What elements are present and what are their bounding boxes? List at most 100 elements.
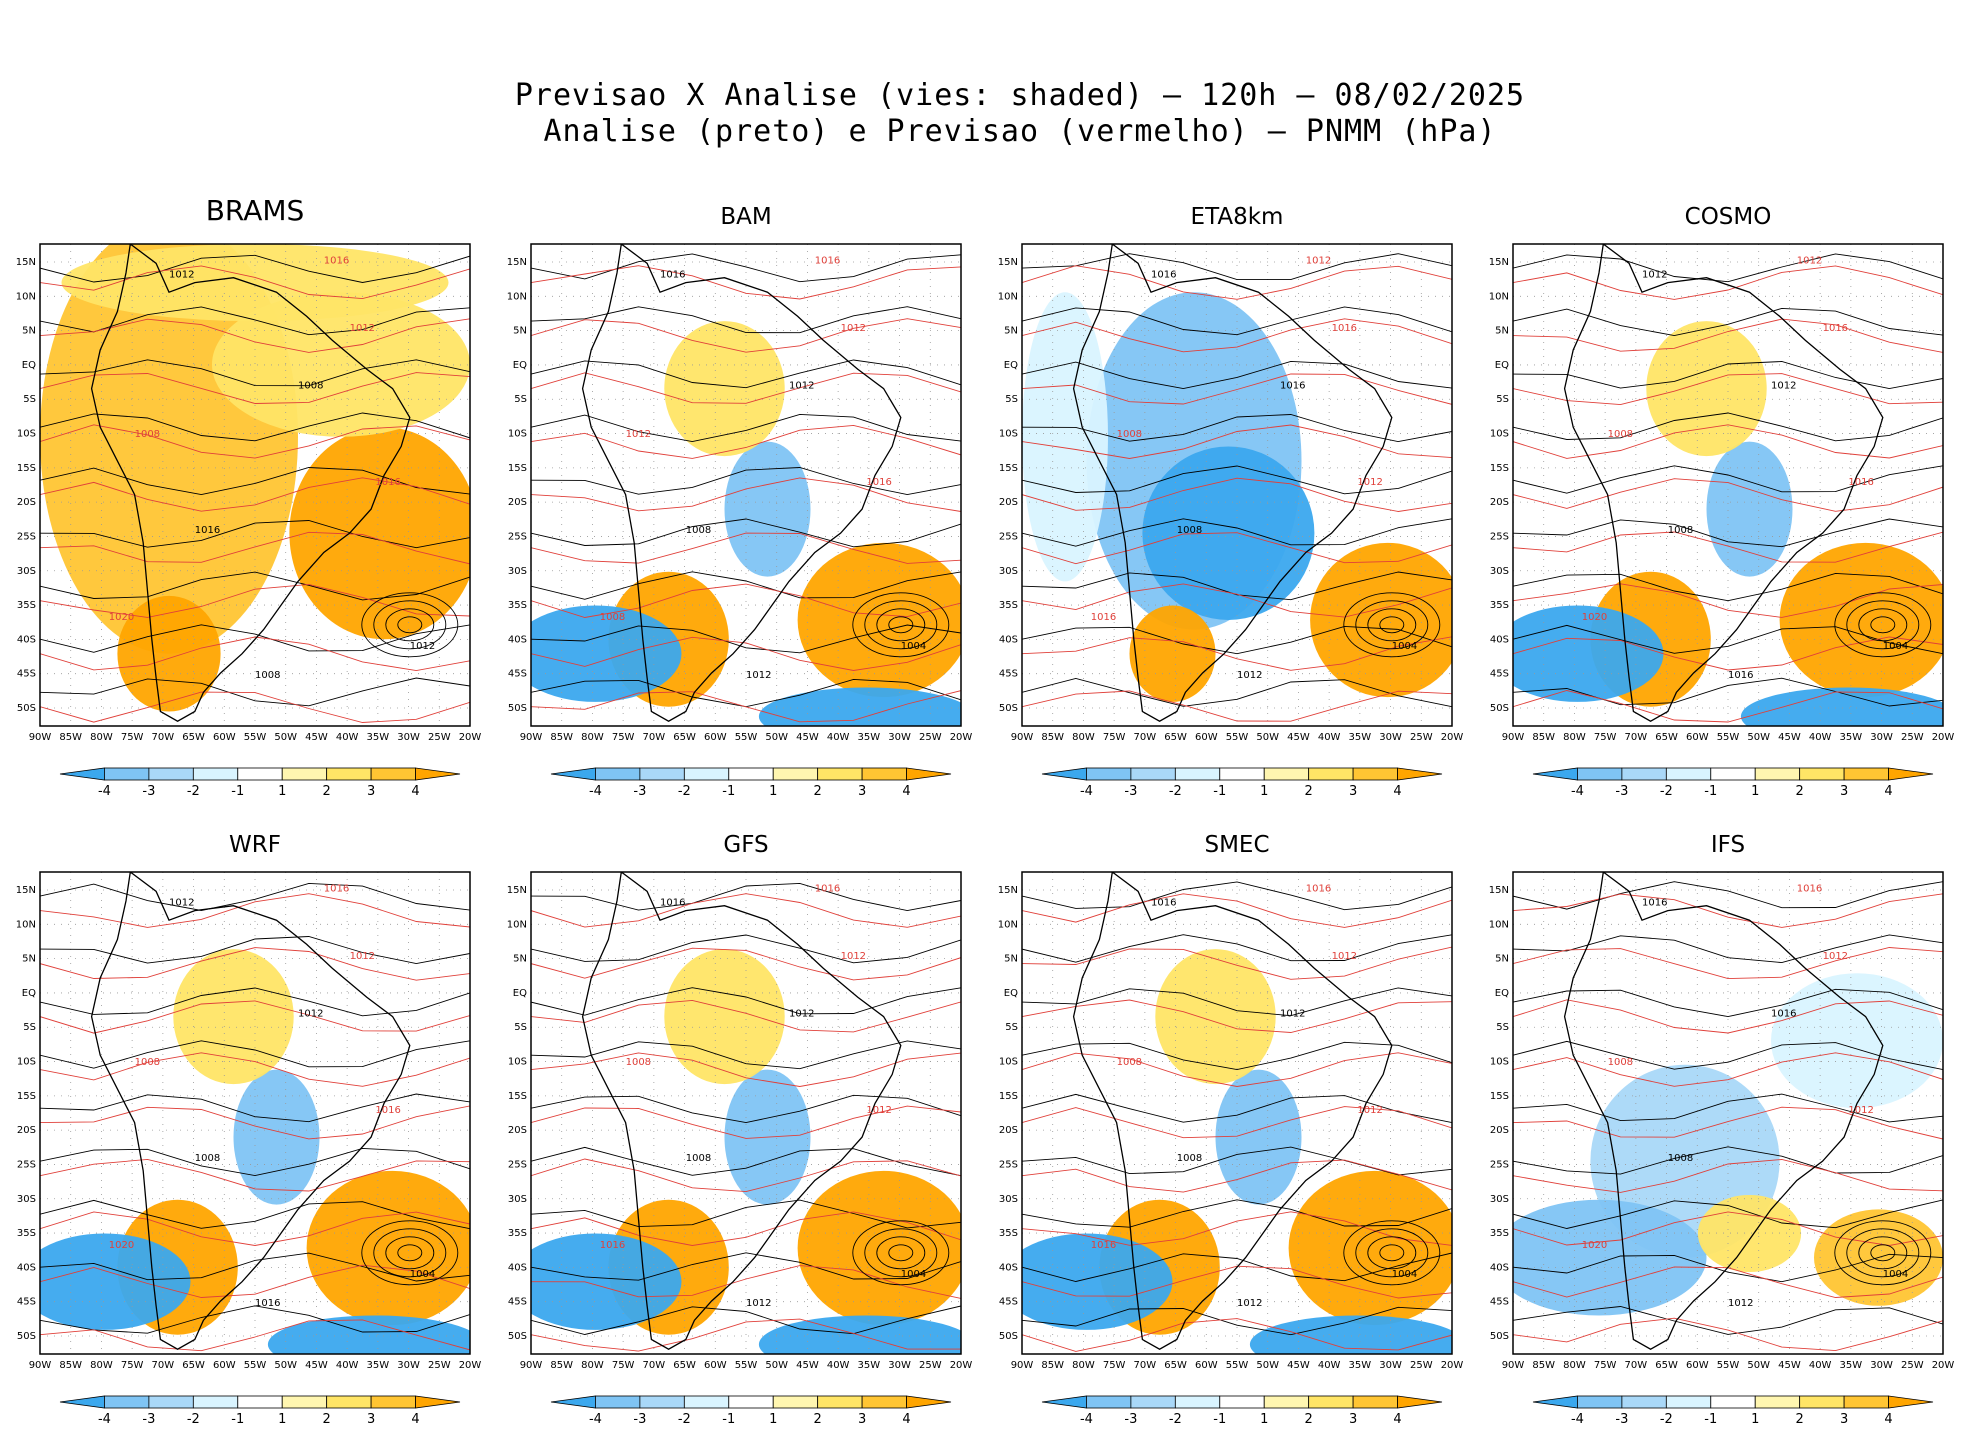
analysis-isobar xyxy=(40,520,470,549)
panel-eta8km: ETA8km 1016 1012 1008 1004 1016 1012 1016 1008 10… xyxy=(982,148,1473,799)
analysis-isobar xyxy=(40,882,470,911)
forecast-contour-label: 1016 xyxy=(1797,883,1822,894)
colorbar-tick-label: -2 xyxy=(678,784,691,799)
forecast-contour-label: 1012 xyxy=(350,323,375,334)
low-pressure-isobar xyxy=(1367,1236,1417,1270)
longitude-label: 80W xyxy=(1563,1360,1586,1371)
analysis-contour-label: 1016 xyxy=(1728,670,1753,681)
latitude-label: 40S xyxy=(999,1262,1018,1273)
low-pressure-isobar xyxy=(1858,1236,1908,1270)
low-pressure-isobar xyxy=(373,600,447,650)
analysis-isobar xyxy=(40,1147,470,1177)
colorbar-tick-label: 1 xyxy=(278,1412,286,1427)
forecast-contour-label: 1016 xyxy=(375,1105,400,1116)
colorbar-tick-label: -1 xyxy=(1704,1412,1717,1427)
colorbar-tick-label: -2 xyxy=(187,1412,200,1427)
colorbar-tick-label: 3 xyxy=(858,1412,866,1427)
analysis-isobar xyxy=(1513,881,1943,910)
longitude-label: 75W xyxy=(612,732,635,743)
analysis-isobar xyxy=(531,359,961,389)
panel-title: BAM xyxy=(720,204,772,230)
title-line-2: Analise (preto) e Previsao (vermelho) – … xyxy=(543,114,1497,149)
latitude-label: 10S xyxy=(1490,429,1509,440)
analysis-isobar xyxy=(1022,1146,1452,1176)
analysis-isobar xyxy=(1513,412,1943,442)
colorbar-segment xyxy=(817,1395,863,1409)
low-pressure-isobar xyxy=(1834,1220,1932,1286)
latitude-label: EQ xyxy=(1495,988,1509,999)
forecast-isobar xyxy=(1513,690,1943,723)
analysis-contour-label: 1008 xyxy=(1177,525,1202,536)
colorbar-tick-label: 4 xyxy=(1393,784,1401,799)
longitude-label: 50W xyxy=(274,732,297,743)
map-plot: 1016 1012 1008 1004 1016 1012 1016 1008 1016 1012… xyxy=(998,243,1463,799)
colorbar-tick-label: 2 xyxy=(1796,784,1804,799)
colorbar-segment xyxy=(415,1395,461,1409)
latitude-label: 10N xyxy=(998,919,1018,930)
forecast-isobar xyxy=(1513,1159,1943,1193)
low-pressure-isobar xyxy=(1379,1244,1405,1262)
continent-outline xyxy=(1563,872,1884,1350)
forecast-isobar xyxy=(1022,477,1452,512)
analysis-contour-label: 1016 xyxy=(1642,898,1667,909)
latitude-label: 10S xyxy=(17,1057,36,1068)
longitude-label: 75W xyxy=(121,1360,144,1371)
forecast-isobar xyxy=(1513,636,1943,671)
forecast-isobar xyxy=(1022,999,1452,1033)
panel-title: GFS xyxy=(723,832,769,858)
forecast-contour-label: 1012 xyxy=(1357,1105,1382,1116)
colorbar-tick-label: -4 xyxy=(1080,784,1093,799)
longitude-label: 90W xyxy=(520,732,543,743)
forecast-isobar xyxy=(40,531,470,565)
forecast-isobar xyxy=(1022,373,1452,405)
colorbar-tick-label: 3 xyxy=(367,784,375,799)
bias-shading xyxy=(1779,542,1943,698)
longitude-label: 60W xyxy=(704,1360,727,1371)
analysis-contour-label: 1008 xyxy=(1668,1153,1693,1164)
longitude-label: 90W xyxy=(1502,1360,1525,1371)
analysis-isobar xyxy=(1022,1199,1452,1228)
longitude-label: 85W xyxy=(1532,1360,1555,1371)
latitude-label: 15S xyxy=(999,1091,1018,1102)
forecast-contour-label: 1012 xyxy=(841,951,866,962)
analysis-contour-label: 1016 xyxy=(1151,898,1176,909)
longitude-label: 20W xyxy=(459,1360,482,1371)
analysis-isobar xyxy=(1022,678,1452,708)
colorbar-segment xyxy=(861,1395,907,1409)
forecast-isobar xyxy=(531,532,961,564)
forecast-isobar xyxy=(1513,424,1943,459)
latitude-label: EQ xyxy=(22,988,36,999)
longitude-label: 75W xyxy=(1594,1360,1617,1371)
latitude-label: 45S xyxy=(508,1297,527,1308)
low-pressure-isobar xyxy=(852,1220,950,1286)
longitude-label: 45W xyxy=(1287,1360,1310,1371)
forecast-isobar xyxy=(40,583,470,618)
forecast-isobar xyxy=(1513,478,1943,512)
analysis-isobar xyxy=(1022,360,1452,390)
latitude-label: 30S xyxy=(508,566,527,577)
latitude-label: 5S xyxy=(514,394,527,405)
longitude-label: 35W xyxy=(367,732,390,743)
forecast-isobar xyxy=(531,583,961,618)
longitude-label: 90W xyxy=(29,732,52,743)
bias-shading xyxy=(267,1315,470,1354)
low-pressure-isobar xyxy=(1858,608,1908,642)
latitude-label: 10N xyxy=(16,919,36,930)
longitude-label: 55W xyxy=(244,732,267,743)
latitude-label: 10N xyxy=(507,919,527,930)
longitude-label: 85W xyxy=(1041,732,1064,743)
colorbar-tick-label: 1 xyxy=(1260,1412,1268,1427)
colorbar-tick-label: 1 xyxy=(278,784,286,799)
longitude-label: 45W xyxy=(796,1360,819,1371)
longitude-label: 30W xyxy=(1870,732,1893,743)
colorbar-tick-label: 1 xyxy=(1260,784,1268,799)
colorbar-tick-label: 3 xyxy=(367,1412,375,1427)
latitude-label: 35S xyxy=(999,600,1018,611)
analysis-contour-label: 1012 xyxy=(1280,1009,1305,1020)
latitude-label: 15N xyxy=(16,885,36,896)
longitude-label: 65W xyxy=(673,1360,696,1371)
bias-shading xyxy=(1771,973,1943,1109)
latitude-label: 5S xyxy=(1005,1022,1018,1033)
bias-shading xyxy=(758,1315,961,1354)
longitude-label: 60W xyxy=(213,732,236,743)
